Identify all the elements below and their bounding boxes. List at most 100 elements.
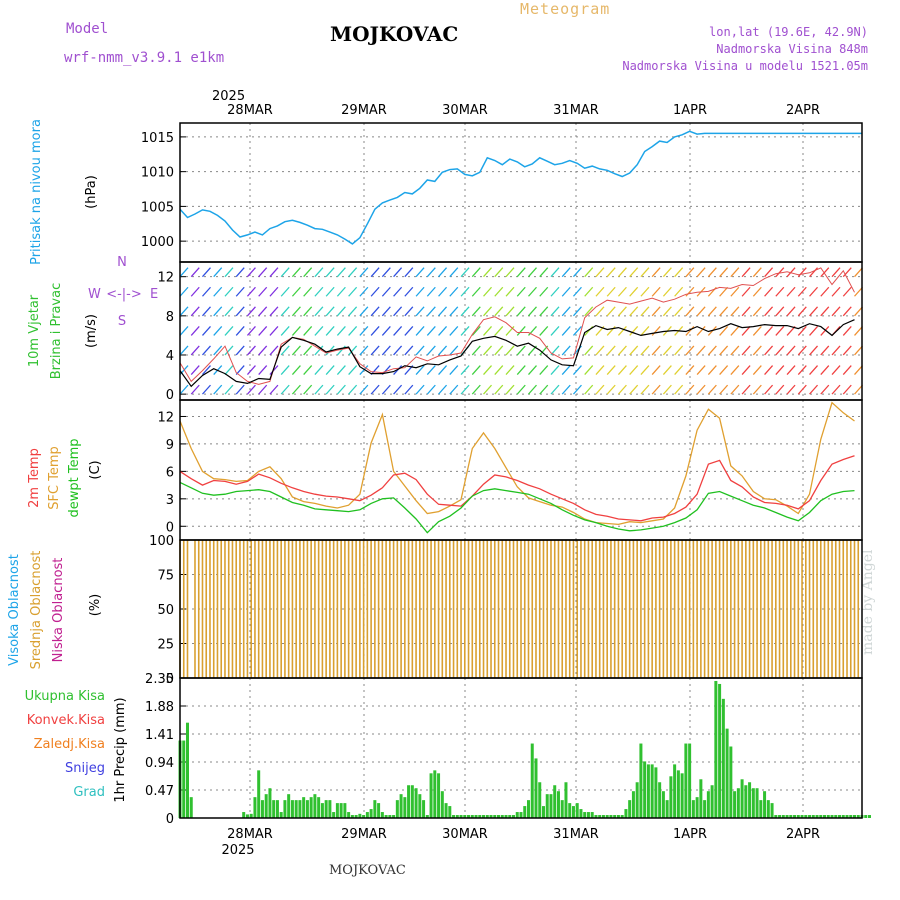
wind-barb <box>719 306 729 317</box>
wind-barb <box>831 286 841 297</box>
wind-barb <box>741 306 751 317</box>
wind-barb <box>696 306 706 317</box>
wind-barb <box>325 384 335 395</box>
precip-bar <box>853 815 857 818</box>
wind-barb <box>764 286 774 297</box>
wind-barb <box>539 306 549 317</box>
y-tick-label: 0.94 <box>145 756 174 771</box>
precip-bar <box>508 815 512 818</box>
wind-barb <box>584 286 594 297</box>
wind-barb <box>370 267 380 278</box>
precip-bar <box>830 815 834 818</box>
precip-bar <box>823 815 827 818</box>
wind-barb <box>775 267 785 278</box>
wind-barb <box>786 286 796 297</box>
wind-barb <box>764 325 774 336</box>
wind-barb <box>224 286 234 297</box>
wind-barb <box>269 325 279 336</box>
wind-barb <box>449 325 459 336</box>
location-coords: lon,lat (19.6E, 42.9N) <box>709 25 868 39</box>
precip-bar <box>302 797 306 818</box>
wind-barb <box>606 306 616 317</box>
precip-bar <box>699 779 703 818</box>
wind-barb <box>303 325 313 336</box>
wind-barb <box>719 286 729 297</box>
wind-barb <box>246 365 256 375</box>
precip-bar <box>718 683 722 818</box>
y-tick-label: 1.88 <box>145 700 174 715</box>
precip-bar <box>849 815 853 818</box>
wind-barb <box>528 384 537 395</box>
pressure-axis-label: Pritisak na nivou mora <box>29 119 44 265</box>
wind-barb <box>831 267 841 278</box>
precip-bar <box>433 770 437 818</box>
wind-barb <box>820 306 830 317</box>
precip-bar <box>538 782 542 818</box>
temp-2m-line <box>179 455 855 522</box>
wind-barb <box>471 384 481 395</box>
wind-barb <box>629 384 639 395</box>
precip-bar <box>691 800 695 818</box>
cloud-axis-label-2: Srednja Oblacnost <box>29 551 44 670</box>
wind-barb <box>269 306 279 317</box>
wind-barb <box>674 267 684 278</box>
wind-barb <box>797 345 807 356</box>
wind-barb <box>550 267 560 278</box>
precip-bar <box>740 779 744 818</box>
wind-barb <box>494 384 504 395</box>
precip-bar <box>706 791 710 818</box>
wind-barb <box>246 306 256 317</box>
precip-bar <box>568 803 572 818</box>
wind-barb <box>662 365 672 375</box>
precip-bar <box>534 758 538 818</box>
wind-barb <box>696 325 706 336</box>
wind-barb <box>258 345 268 356</box>
precip-bar <box>755 788 759 818</box>
precip-bar <box>673 764 677 818</box>
precip-bar <box>512 815 516 818</box>
wind-barb <box>190 306 200 317</box>
y-tick-label: 0 <box>166 520 174 535</box>
wind-barb <box>539 384 549 395</box>
wind-barb <box>460 286 470 297</box>
precip-bar <box>264 794 268 818</box>
precip-bar <box>808 815 812 818</box>
y-tick-label: 1005 <box>141 200 174 215</box>
wind-barb <box>415 384 425 395</box>
wind-barb <box>662 384 672 395</box>
wind-barb <box>258 306 268 317</box>
wind-barb <box>291 286 301 297</box>
wind-barb <box>651 306 661 317</box>
wind-barb <box>606 384 616 395</box>
wind-barb <box>617 325 627 336</box>
wind-barb <box>505 365 515 375</box>
wind-barb <box>752 325 762 336</box>
precip-bar <box>388 815 392 818</box>
wind-barb <box>426 267 436 278</box>
wind-barb <box>426 384 436 395</box>
wind-barb <box>494 267 504 278</box>
wind-barb <box>674 365 684 375</box>
wind-barb <box>640 286 650 297</box>
wind-barb <box>415 345 425 356</box>
bottom-date-label: 2APR <box>786 827 820 842</box>
precip-bar <box>343 803 347 818</box>
precip-bar <box>332 812 336 818</box>
wind-barb <box>291 365 301 375</box>
wind-barb <box>460 306 470 317</box>
wind-barb <box>719 325 729 336</box>
wind-barb <box>190 267 200 278</box>
wind-barb <box>617 365 627 375</box>
wind-barb <box>640 306 650 317</box>
wind-barb <box>314 286 324 297</box>
wind-barb <box>730 345 740 356</box>
precip-bar <box>287 794 291 818</box>
wind-barb <box>291 306 301 317</box>
wind-barb <box>550 365 560 375</box>
wind-barb <box>190 345 200 356</box>
wind-barb <box>224 267 234 278</box>
precip-bar <box>320 803 324 818</box>
wind-barb <box>404 286 414 297</box>
wind-barb <box>741 365 751 375</box>
top-date-label: 1APR <box>673 103 707 118</box>
